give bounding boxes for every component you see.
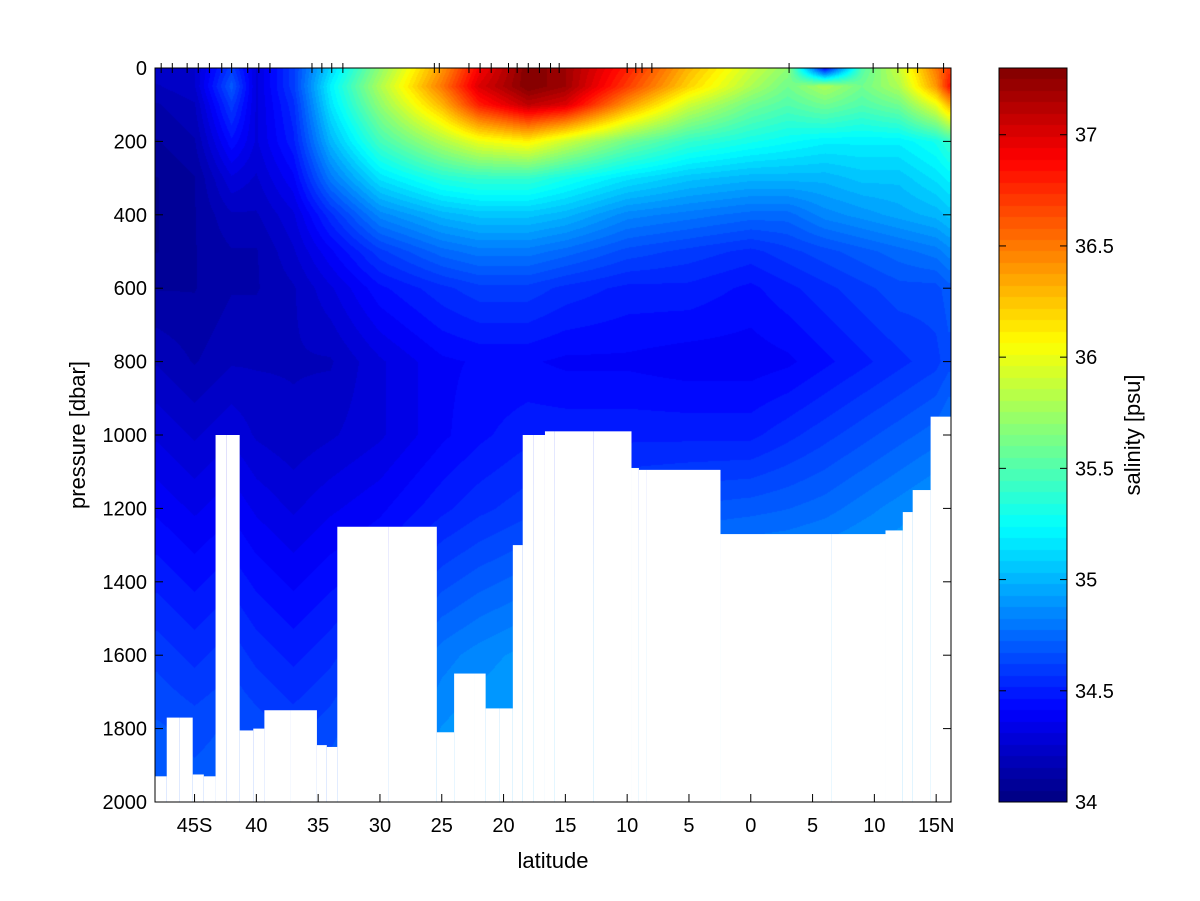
seafloor-mask	[215, 435, 227, 802]
colorbar-tick-label: 34	[1075, 792, 1097, 814]
x-axis-ticks: 45S 40 35 30 25 20 15 10 5 0 5 10 15N	[177, 794, 955, 837]
seafloor-mask	[474, 673, 486, 802]
y-tick-label: 0	[136, 58, 147, 80]
x-tick-label: 5	[807, 815, 818, 837]
colorbar-tick-label: 35.5	[1075, 458, 1114, 480]
x-tick-label: 0	[745, 815, 756, 837]
seafloor-mask	[239, 730, 254, 802]
x-tick-label: 30	[369, 815, 391, 837]
seafloor-mask	[912, 490, 931, 802]
seafloor-mask	[388, 526, 437, 802]
x-tick-label: 40	[245, 815, 267, 837]
seafloor-mask	[226, 435, 240, 802]
colorbar-tick-label: 35	[1075, 570, 1097, 592]
x-tick-label: 35	[307, 815, 329, 837]
x-tick-label: 45S	[177, 815, 213, 837]
seafloor-mask	[253, 728, 265, 802]
seafloor-mask	[485, 708, 500, 802]
seafloor-mask	[512, 545, 523, 802]
seafloor-mask	[593, 431, 632, 802]
seafloor-mask	[436, 732, 455, 802]
seafloor-mask	[720, 534, 832, 802]
seafloor-mask	[316, 745, 327, 802]
y-tick-label: 2000	[103, 792, 148, 814]
colorbar-tick-label: 36	[1075, 347, 1097, 369]
seafloor-mask	[544, 431, 555, 802]
x-tick-label: 10	[863, 815, 885, 837]
x-tick-label: 25	[431, 815, 453, 837]
seafloor-mask	[499, 708, 513, 802]
seafloor-mask	[646, 469, 721, 802]
y-tick-label: 200	[114, 131, 147, 153]
colorbar-tick-label: 36.5	[1075, 236, 1114, 258]
seafloor-mask	[930, 416, 951, 802]
seafloor-mask	[631, 468, 639, 802]
y-tick-label: 400	[114, 205, 147, 227]
section-plot-area: 45S 40 35 30 25 20 15 10 5 0 5 10 15N 0 200 400 600 800 1…	[103, 58, 955, 837]
seafloor-mask	[831, 534, 886, 802]
colorbar-frame	[998, 67, 1068, 803]
seafloor-mask	[166, 717, 180, 802]
station-tick-marks	[160, 63, 945, 73]
seafloor-mask	[264, 710, 291, 802]
seafloor-mask	[885, 530, 903, 802]
y-tick-label: 1800	[103, 719, 148, 741]
colorbar-gradient	[999, 68, 1067, 802]
x-tick-label: 20	[492, 815, 514, 837]
y-tick-label: 1000	[103, 425, 148, 447]
colorbar-tick-label: 37	[1075, 125, 1097, 147]
seafloor-mask	[179, 717, 193, 802]
y-axis-title: pressure [dbar]	[65, 361, 90, 509]
seafloor-mask	[638, 469, 647, 802]
y-tick-label: 800	[114, 352, 147, 374]
seafloor-masks	[155, 416, 951, 802]
seafloor-mask	[192, 774, 204, 802]
seafloor-mask	[155, 776, 167, 802]
y-tick-label: 600	[114, 278, 147, 300]
seafloor-mask	[326, 746, 338, 802]
seafloor-mask	[337, 526, 389, 802]
x-tick-label: 15N	[918, 815, 955, 837]
x-tick-label: 10	[616, 815, 638, 837]
seafloor-mask	[554, 431, 594, 802]
seafloor-mask	[454, 673, 475, 802]
colorbar-tick-label: 34.5	[1075, 681, 1114, 703]
seafloor-mask	[290, 710, 317, 802]
colorbar: 34 34.5 35 35.5 36 36.5 37	[998, 67, 1114, 814]
seafloor-mask	[203, 776, 216, 802]
x-tick-label: 15	[554, 815, 576, 837]
x-tick-label: 5	[683, 815, 694, 837]
x-axis-title: latitude	[518, 848, 589, 873]
seafloor-mask	[522, 435, 534, 802]
y-tick-label: 1400	[103, 572, 148, 594]
seafloor-mask	[533, 435, 545, 802]
y-tick-label: 1200	[103, 498, 148, 520]
y-tick-label: 1600	[103, 645, 148, 667]
colorbar-title: salinity [psu]	[1120, 374, 1145, 495]
y-axis-ticks: 0 200 400 600 800 1000 1200 1400 1600 1800 2000	[103, 58, 951, 814]
seafloor-mask	[902, 512, 913, 802]
colorbar-ticks: 34 34.5 35 35.5 36 36.5 37	[999, 125, 1114, 814]
